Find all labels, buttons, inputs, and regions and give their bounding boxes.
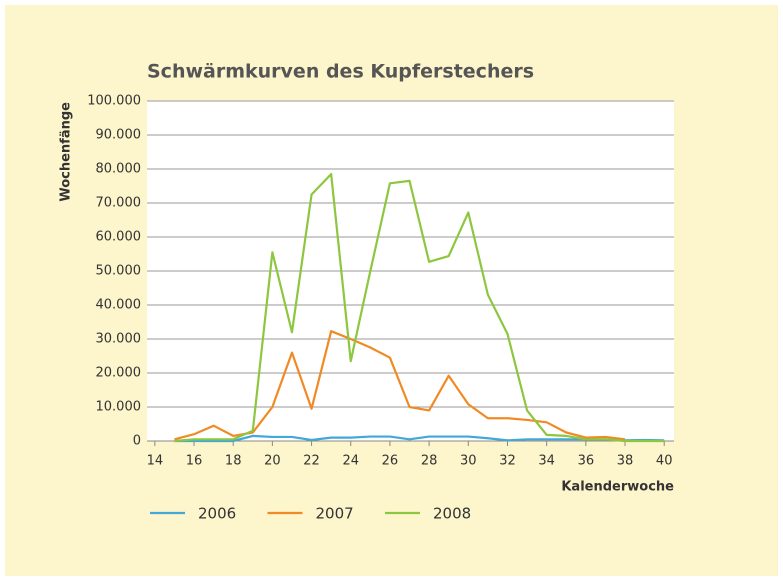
y-tick-label: 30.000	[96, 332, 142, 347]
x-tick-label: 38	[617, 454, 634, 469]
y-tick-label: 60.000	[96, 230, 142, 245]
x-tick-label: 16	[186, 454, 203, 469]
x-tick-label: 34	[538, 454, 555, 469]
y-tick-label: 80.000	[96, 162, 142, 177]
x-tick-label: 22	[303, 454, 320, 469]
x-tick-label: 18	[225, 454, 242, 469]
x-axis-label: Kalenderwoche	[561, 480, 674, 495]
y-tick-label: 100.000	[87, 94, 141, 109]
y-tick-label: 70.000	[96, 196, 142, 211]
y-tick-label: 0	[133, 434, 141, 449]
x-tick-label: 24	[342, 454, 359, 469]
x-tick-label: 40	[656, 454, 673, 469]
y-tick-label: 10.000	[96, 400, 142, 415]
x-tick-label: 14	[147, 454, 164, 469]
x-tick-label: 20	[264, 454, 281, 469]
y-tick-label: 50.000	[96, 264, 142, 279]
x-tick-label: 36	[578, 454, 595, 469]
x-tick-label: 32	[499, 454, 516, 469]
legend-label: 2008	[433, 505, 471, 523]
x-tick-label: 26	[382, 454, 399, 469]
y-tick-label: 90.000	[96, 128, 142, 143]
legend-label: 2007	[316, 505, 354, 523]
y-tick-label: 20.000	[96, 366, 142, 381]
y-tick-label: 40.000	[96, 298, 142, 313]
chart-title: Schwärmkurven des Kupferstechers	[147, 61, 534, 83]
x-tick-label: 30	[460, 454, 477, 469]
legend-label: 2006	[198, 505, 236, 523]
x-tick-label: 28	[421, 454, 438, 469]
y-axis-label: Wochenfänge	[59, 102, 74, 202]
line-series	[174, 173, 665, 443]
